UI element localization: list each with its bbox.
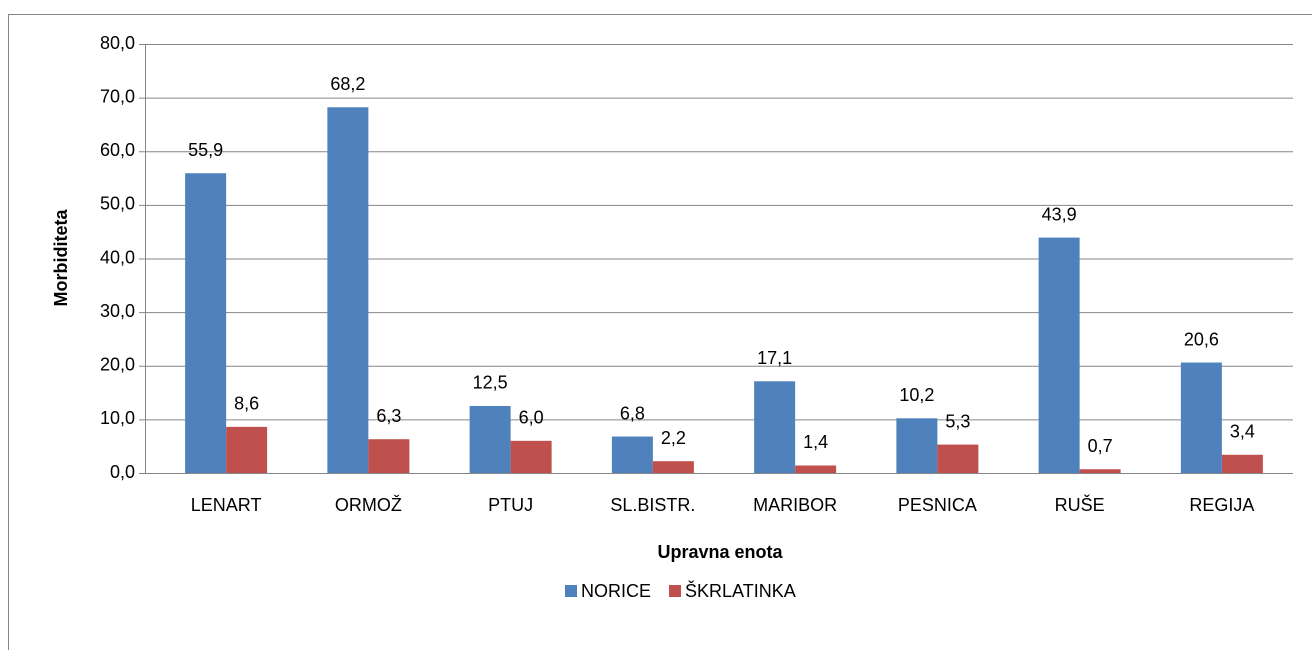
value-label: 6,3: [376, 406, 401, 426]
y-axis-title: Morbiditeta: [51, 209, 71, 307]
value-label: 55,9: [188, 140, 223, 160]
legend-swatch: [565, 585, 577, 597]
value-label: 17,1: [757, 348, 792, 368]
bar: [611, 436, 653, 473]
x-tick-label: MARIBOR: [753, 495, 837, 515]
value-label: 5,3: [945, 411, 970, 431]
value-label: 1,4: [803, 432, 828, 452]
x-tick-label: PESNICA: [898, 495, 977, 515]
value-label: 2,2: [661, 428, 686, 448]
legend-swatch: [669, 585, 682, 597]
x-tick-label: REGIJA: [1189, 495, 1254, 515]
y-tick-label: 0,0: [110, 462, 135, 482]
value-label: 6,8: [620, 403, 645, 423]
y-tick-label: 40,0: [100, 247, 135, 267]
y-tick-label: 70,0: [100, 86, 135, 106]
value-label: 12,5: [473, 373, 508, 393]
bar: [327, 107, 369, 473]
bar: [1038, 237, 1080, 473]
x-tick-label: LENART: [191, 495, 262, 515]
y-tick-label: 50,0: [100, 194, 135, 214]
y-tick-label: 10,0: [100, 408, 135, 428]
legend-label: NORICE: [581, 581, 651, 601]
bar: [937, 444, 979, 473]
value-label: 6,0: [519, 408, 544, 428]
x-tick-label: SL.BISTR.: [610, 495, 695, 515]
x-tick-label: RUŠE: [1055, 494, 1105, 515]
value-label: 0,7: [1088, 436, 1113, 456]
bar: [368, 439, 410, 473]
bar: [469, 405, 511, 473]
y-tick-label: 20,0: [100, 355, 135, 375]
value-label: 43,9: [1042, 204, 1077, 224]
bar: [754, 381, 796, 473]
x-tick-label: ORMOŽ: [335, 495, 402, 515]
y-tick-label: 60,0: [100, 140, 135, 160]
x-axis-title: Upravna enota: [657, 542, 783, 562]
value-label: 8,6: [234, 394, 259, 414]
bar: [1221, 454, 1263, 473]
bar: [652, 461, 694, 473]
bar: [510, 440, 552, 473]
value-label: 10,2: [899, 385, 934, 405]
bar: [1079, 469, 1121, 473]
value-label: 3,4: [1230, 422, 1255, 442]
y-tick-label: 30,0: [100, 301, 135, 321]
bar: [896, 418, 938, 473]
bar: [795, 465, 837, 473]
bar: [185, 173, 227, 473]
legend-label: ŠKRLATINKA: [685, 580, 796, 601]
y-tick-label: 80,0: [100, 33, 135, 53]
value-label: 68,2: [330, 74, 365, 94]
x-tick-label: PTUJ: [488, 495, 533, 515]
value-label: 20,6: [1184, 329, 1219, 349]
bar: [226, 426, 268, 473]
bar: [1180, 362, 1222, 473]
